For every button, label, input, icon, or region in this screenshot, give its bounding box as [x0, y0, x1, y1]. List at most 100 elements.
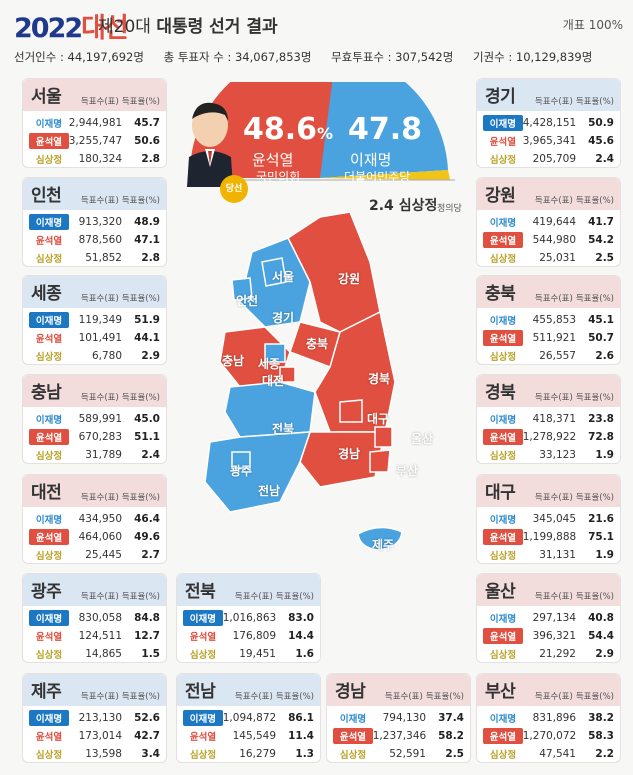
vote-count: 455,853 [532, 314, 576, 326]
vote-count: 434,950 [78, 513, 122, 525]
vote-count: 14,865 [85, 648, 122, 660]
vote-count: 419,644 [532, 216, 576, 228]
vote-rate: 2.5 [595, 252, 614, 264]
region-card-header: 광주 득표수(표) 득표율(%) [23, 574, 166, 606]
map-label: 서울 [272, 270, 295, 284]
vote-rate: 1.6 [295, 648, 314, 660]
region-name: 강원 [485, 186, 516, 206]
candidate-name: 이재명 [35, 119, 62, 130]
candidate-name: 심상정 [35, 551, 63, 562]
region-card-header: 전북 득표수(표) 득표율(%) [177, 574, 320, 606]
region-name: 대전 [31, 483, 62, 503]
vote-count: 6,780 [91, 350, 122, 362]
stats-line: 선거인수 : 44,197,692명 총 투표자 수 : 34,067,853명… [14, 49, 608, 65]
candidate-row: 윤석열 3,255,747 50.6 [29, 132, 160, 150]
region-card: 서울 득표수(표) 득표율(%) 이재명 2,944,981 45.7 윤석열 3,255,7… [22, 78, 167, 168]
vote-rate: 2.7 [141, 549, 160, 561]
map-region-jeonbuk [224, 381, 316, 438]
region-card: 울산 득표수(표) 득표율(%) 이재명 297,134 40.8 윤석열 396,321 54… [476, 573, 621, 663]
vote-rate: 51.9 [134, 314, 160, 326]
column-header-votes: 득표수(표) [534, 592, 573, 602]
vote-rate: 1.3 [295, 748, 314, 760]
vote-count: 205,709 [532, 153, 576, 165]
candidate-name: 심상정 [489, 155, 517, 166]
candidate-row: 이재명 213,130 52.6 [29, 709, 160, 727]
vote-count: 2,944,981 [68, 117, 123, 129]
lee-national-party: 더불어민주당 [344, 170, 411, 184]
map-label: 제주 [372, 538, 395, 552]
column-header-rate: 득표율(%) [575, 294, 614, 304]
column-header-rate: 득표율(%) [121, 294, 160, 304]
candidate-name: 윤석열 [483, 330, 523, 346]
candidate-name: 심상정 [189, 750, 217, 761]
vote-count: 345,045 [532, 513, 576, 525]
column-header-votes: 득표수(표) [80, 592, 119, 602]
sim-national-party: 정의당 [437, 204, 462, 214]
map-label: 세종 [258, 357, 281, 371]
candidate-name: 심상정 [339, 750, 367, 761]
vote-count: 830,058 [78, 612, 122, 624]
vote-count: 418,371 [532, 413, 576, 425]
candidate-row: 윤석열 544,980 54.2 [483, 231, 614, 249]
candidate-name: 이재명 [183, 610, 223, 626]
candidate-row: 이재명 419,644 41.7 [483, 213, 614, 231]
map-region-jeonnam [204, 431, 312, 513]
candidate-name: 윤석열 [483, 529, 523, 545]
candidate-name: 윤석열 [29, 133, 69, 149]
region-card: 충남 득표수(표) 득표율(%) 이재명 589,991 45.0 윤석열 670,283 51… [22, 374, 167, 464]
vote-rate: 2.2 [595, 748, 614, 760]
region-card: 강원 득표수(표) 득표율(%) 이재명 419,644 41.7 윤석열 544,980 54… [476, 177, 621, 267]
vote-rate: 2.9 [595, 648, 614, 660]
vote-rate: 58.3 [588, 730, 614, 742]
column-header-votes: 득표수(표) [234, 692, 273, 702]
region-card: 대구 득표수(표) 득표율(%) 이재명 345,045 21.6 윤석열 1,199,888… [476, 474, 621, 564]
vote-count: 21,292 [539, 648, 576, 660]
map-label: 울산 [411, 432, 434, 446]
column-header-votes: 득표수(표) [80, 692, 119, 702]
lee-national-name: 이재명 [350, 151, 392, 169]
region-card-header: 충남 득표수(표) 득표율(%) [23, 375, 166, 407]
candidate-name: 이재명 [489, 218, 517, 229]
region-card: 대전 득표수(표) 득표율(%) 이재명 434,950 46.4 윤석열 464,060 49… [22, 474, 167, 564]
map-region-busan [369, 449, 391, 473]
vote-count: 124,511 [78, 630, 122, 642]
stat-invalid: 무효투표수 : 307,542명 [331, 50, 454, 64]
candidate-name: 윤석열 [483, 728, 523, 744]
vote-count: 101,491 [78, 332, 122, 344]
vote-rate: 45.0 [134, 413, 160, 425]
vote-count: 16,279 [239, 748, 276, 760]
column-header-votes: 득표수(표) [534, 692, 573, 702]
region-card-header: 부산 득표수(표) 득표율(%) [477, 674, 620, 706]
winner-portrait-illustration [187, 102, 233, 187]
vote-count: 19,451 [239, 648, 276, 660]
map-region-gwangju [231, 451, 251, 469]
column-header-rate: 득표율(%) [275, 592, 314, 602]
candidate-name: 윤석열 [189, 732, 217, 743]
vote-rate: 45.7 [134, 117, 160, 129]
column-header-rate: 득표율(%) [575, 692, 614, 702]
region-card: 충북 득표수(표) 득표율(%) 이재명 455,853 45.1 윤석열 511,921 50… [476, 275, 621, 365]
candidate-name: 심상정 [35, 155, 63, 166]
vote-rate: 50.7 [588, 332, 614, 344]
title-subtitle: 제20대 대통령 선거 결과 [98, 17, 278, 37]
candidate-row: 윤석열 396,321 54.4 [483, 627, 614, 645]
yoon-national-party: 국민의힘 [256, 170, 301, 184]
candidate-name: 심상정 [35, 254, 63, 265]
stat-abstain: 기권수 : 10,129,839명 [472, 50, 593, 64]
candidate-row: 심상정 180,324 2.8 [29, 150, 160, 168]
vote-rate: 37.4 [438, 712, 464, 724]
candidate-row: 심상정 25,445 2.7 [29, 546, 160, 564]
column-header-votes: 득표수(표) [80, 196, 119, 206]
column-header-rate: 득표율(%) [121, 97, 160, 107]
count-rate: 개표 100% [562, 18, 623, 32]
yoon-national-name: 윤석열 [252, 151, 294, 169]
region-name: 충남 [31, 383, 62, 403]
vote-rate: 2.4 [595, 153, 614, 165]
column-header-rate: 득표율(%) [575, 196, 614, 206]
vote-count: 173,014 [78, 730, 122, 742]
column-header-rate: 득표율(%) [275, 692, 314, 702]
vote-rate: 44.1 [134, 332, 160, 344]
vote-count: 31,789 [85, 449, 122, 461]
region-card: 제주 득표수(표) 득표율(%) 이재명 213,130 52.6 윤석열 173,014 42… [22, 673, 167, 763]
region-card-header: 세종 득표수(표) 득표율(%) [23, 276, 166, 308]
